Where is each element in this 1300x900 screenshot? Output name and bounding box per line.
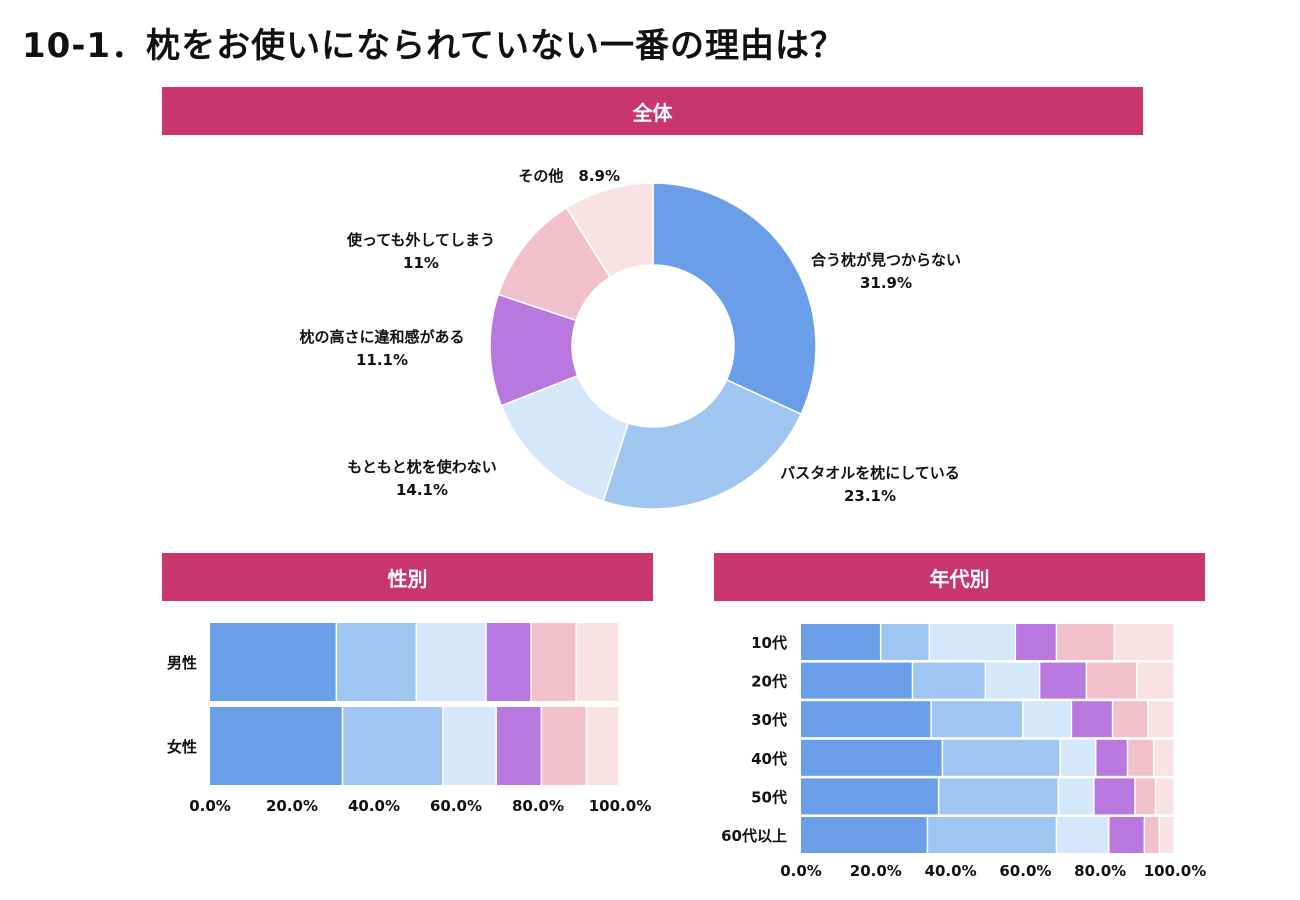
age-stacked-bar-chart: 10代 20代 30代 40代 50代 60代以上 0.0% 20.0% 40.0% 60.0% 8… (721, 624, 1206, 880)
category-label-1: 10代 (751, 634, 787, 652)
bar-segment-2-1 (210, 707, 342, 785)
bar-segment-2-5 (1087, 662, 1137, 699)
category-label-2: 女性 (167, 738, 197, 756)
category-label-1: 男性 (167, 654, 197, 672)
donut-value-label-1: 31.9% (860, 274, 912, 292)
bar-segment-6-4 (1109, 817, 1144, 853)
bar-segment-3-2 (931, 701, 1023, 738)
donut-slice-1 (652, 182, 817, 416)
bar-segment-2-5 (542, 707, 586, 785)
bar-segment-3-3 (1023, 701, 1071, 738)
bar-segment-4-5 (1128, 739, 1153, 776)
donut-value-label-5: 11% (403, 254, 439, 272)
donut-value-label-2: 23.1% (844, 487, 896, 505)
x-tick-label-4: 60.0% (999, 862, 1051, 880)
bar-segment-1-1 (210, 623, 336, 701)
bar-segment-3-1 (801, 701, 931, 738)
bar-segment-5-3 (1059, 778, 1094, 815)
bar-segment-2-4 (1040, 662, 1086, 699)
bar-segment-2-4 (497, 707, 541, 785)
bar-segment-6-6 (1160, 817, 1174, 853)
x-tick-label-2: 20.0% (850, 862, 902, 880)
bar-segment-1-5 (531, 623, 576, 701)
category-label-5: 50代 (751, 788, 787, 806)
x-tick-label-5: 80.0% (1074, 862, 1126, 880)
bar-segment-2-1 (801, 662, 912, 699)
bar-segment-3-4 (1072, 701, 1112, 738)
bar-segment-4-1 (801, 739, 942, 776)
bar-segment-3-6 (1148, 701, 1174, 738)
bar-segment-1-1 (801, 624, 880, 660)
bar-segment-5-5 (1135, 778, 1155, 815)
bar-segment-6-2 (928, 817, 1056, 853)
x-tick-label-6: 100.0% (1144, 862, 1206, 880)
bar-segment-4-2 (943, 739, 1060, 776)
bar-segment-1-5 (1057, 624, 1114, 660)
category-label-2: 20代 (751, 673, 787, 691)
donut-label-5: 使っても外してしまう (346, 231, 495, 249)
bar-segment-6-5 (1145, 817, 1159, 853)
x-tick-label-1: 0.0% (780, 862, 822, 880)
bar-segment-6-3 (1057, 817, 1109, 853)
bar-segment-1-2 (881, 624, 929, 660)
bar-segment-4-4 (1096, 739, 1127, 776)
bar-segment-2-3 (443, 707, 496, 785)
bar-segment-1-3 (417, 623, 486, 701)
overall-section-title: 全体 (632, 100, 673, 125)
bar-segment-1-2 (337, 623, 416, 701)
donut-slice-2 (602, 378, 803, 510)
bar-segment-2-6 (587, 707, 619, 785)
donut-slice-6 (565, 182, 654, 279)
donut-label-2: バスタオルを枕にしている (780, 464, 960, 482)
page-title: 10-1．枕をお使いになられていない一番の理由は？ (22, 26, 846, 66)
x-tick-label-5: 80.0% (512, 797, 564, 815)
bar-segment-6-1 (801, 817, 927, 853)
bar-segment-1-4 (1016, 624, 1056, 660)
x-tick-label-4: 60.0% (430, 797, 482, 815)
category-label-4: 40代 (751, 750, 787, 768)
category-label-3: 30代 (751, 711, 787, 729)
bar-segment-5-4 (1094, 778, 1135, 815)
overall-section-banner: 全体 (162, 87, 1143, 135)
gender-section-title: 性別 (387, 566, 428, 591)
bar-segment-5-6 (1156, 778, 1174, 815)
x-tick-label-1: 0.0% (189, 797, 231, 815)
gender-section-banner: 性別 (162, 553, 653, 601)
x-tick-label-3: 40.0% (925, 862, 977, 880)
bar-segment-2-3 (986, 662, 1039, 699)
bar-segment-4-3 (1060, 739, 1095, 776)
bar-segment-2-2 (343, 707, 443, 785)
x-tick-label-3: 40.0% (348, 797, 400, 815)
donut-label-1: 合う枕が見つからない (810, 251, 961, 269)
donut-value-label-4: 11.1% (356, 351, 408, 369)
bar-segment-1-3 (930, 624, 1015, 660)
bar-segment-5-1 (801, 778, 938, 815)
bar-segment-1-4 (486, 623, 531, 701)
bar-segment-5-2 (939, 778, 1058, 815)
bar-segment-4-6 (1154, 739, 1174, 776)
donut-value-label-3: 14.1% (396, 481, 448, 499)
category-label-6: 60代以上 (721, 827, 787, 845)
donut-label-3: もともと枕を使わない (347, 458, 496, 476)
bar-segment-2-6 (1137, 662, 1174, 699)
bar-segment-3-5 (1113, 701, 1148, 738)
x-tick-label-2: 20.0% (266, 797, 318, 815)
bar-segment-1-6 (576, 623, 619, 701)
bar-segment-1-6 (1115, 624, 1174, 660)
age-section-banner: 年代別 (714, 553, 1205, 601)
bar-segment-2-2 (913, 662, 985, 699)
overall-donut-chart: 合う枕が見つからない 31.9% バスタオルを枕にしている 23.1% もともと枕を使わ… (299, 167, 961, 510)
donut-label-4: 枕の高さに違和感がある (299, 328, 464, 346)
x-tick-label-6: 100.0% (589, 797, 651, 815)
donut-label-6: その他 8.9% (518, 167, 620, 185)
age-section-title: 年代別 (929, 566, 990, 591)
